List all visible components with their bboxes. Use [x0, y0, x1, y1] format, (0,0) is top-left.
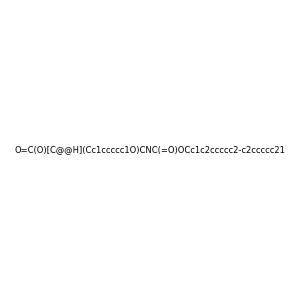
Text: O=C(O)[C@@H](Cc1ccccc1O)CNC(=O)OCc1c2ccccc2-c2ccccc21: O=C(O)[C@@H](Cc1ccccc1O)CNC(=O)OCc1c2ccc…: [15, 146, 285, 154]
